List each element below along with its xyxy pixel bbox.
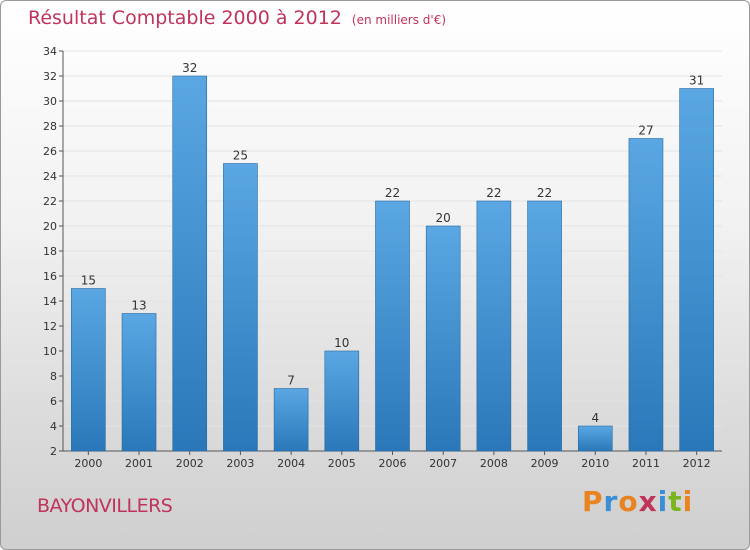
bar-2002 (172, 75, 208, 452)
y-tick-label: 10 (43, 345, 57, 358)
bar-2008 (476, 200, 512, 452)
y-tick-label: 26 (43, 145, 57, 158)
chart-title: Résultat Comptable 2000 à 2012 (en millie… (28, 7, 446, 29)
bar-2007 (425, 225, 461, 452)
y-tick-label: 4 (50, 420, 57, 433)
bars (71, 75, 714, 452)
y-tick-label: 14 (43, 295, 57, 308)
bar-value-label: 25 (233, 149, 248, 163)
logo-letter: i (682, 485, 694, 518)
y-tick-label: 30 (43, 95, 57, 108)
x-tick-label: 2000 (74, 457, 102, 470)
y-tick-label: 12 (43, 320, 57, 333)
bar-2011 (628, 138, 664, 452)
x-tick-label: 2001 (125, 457, 153, 470)
x-tick-label: 2004 (277, 457, 305, 470)
bar-2009 (527, 200, 562, 452)
logo-letter: i (657, 485, 669, 518)
logo-letter: t (668, 485, 683, 518)
y-tick-label: 6 (50, 395, 57, 408)
x-tick-label: 2005 (328, 457, 356, 470)
logo-letter: x (638, 485, 658, 518)
y-tick-label: 22 (43, 195, 57, 208)
x-tick-label: 2002 (176, 457, 204, 470)
x-tick-label: 2012 (683, 457, 711, 470)
x-tick-label: 2011 (632, 457, 660, 470)
bar-value-label: 22 (385, 186, 400, 200)
y-tick-label: 34 (43, 45, 57, 58)
title-text: Résultat Comptable 2000 à 2012 (28, 7, 342, 29)
bar-value-label: 20 (436, 211, 451, 225)
y-tick-label: 32 (43, 70, 57, 83)
bar-2010 (577, 425, 613, 452)
bar-value-label: 15 (81, 274, 96, 288)
x-tick-label: 2003 (226, 457, 254, 470)
bar-value-label: 7 (287, 374, 295, 388)
bar-2000 (71, 288, 106, 452)
y-tick-label: 20 (43, 220, 57, 233)
bar-value-label: 31 (689, 74, 704, 88)
bar-value-label: 32 (182, 61, 197, 75)
x-tick-label: 2009 (531, 457, 559, 470)
bar-value-label: 27 (638, 124, 653, 138)
y-tick-label: 8 (50, 370, 57, 383)
y-tick-label: 2 (50, 445, 57, 458)
x-tick-label: 2006 (379, 457, 407, 470)
bar-2006 (375, 200, 410, 452)
bar-2003 (223, 163, 258, 452)
y-tick-label: 24 (43, 170, 57, 183)
x-tick-label: 2008 (480, 457, 508, 470)
bar-2005 (324, 350, 360, 452)
y-tick-label: 18 (43, 245, 57, 258)
bar-2001 (121, 313, 157, 452)
proxiti-logo[interactable]: Proxiti (582, 485, 693, 518)
bar-value-label: 10 (334, 336, 349, 350)
y-tick-label: 16 (43, 270, 57, 283)
y-tick-label: 28 (43, 120, 57, 133)
city-name: BAYONVILLERS (37, 495, 173, 517)
bar-value-label: 22 (537, 186, 552, 200)
logo-letter: o (618, 485, 639, 518)
bar-value-label: 4 (591, 411, 599, 425)
logo-letter: P (582, 485, 604, 518)
x-tick-label: 2010 (581, 457, 609, 470)
x-tick-label: 2007 (429, 457, 457, 470)
bar-value-label: 22 (486, 186, 501, 200)
bar-2004 (273, 388, 309, 452)
title-unit: (en milliers d'€) (351, 13, 447, 27)
bar-2012 (679, 88, 714, 452)
logo-letter: r (603, 485, 619, 518)
bar-value-label: 13 (131, 299, 146, 313)
labels: 2468101214161820222426283032341520001320… (43, 45, 711, 470)
